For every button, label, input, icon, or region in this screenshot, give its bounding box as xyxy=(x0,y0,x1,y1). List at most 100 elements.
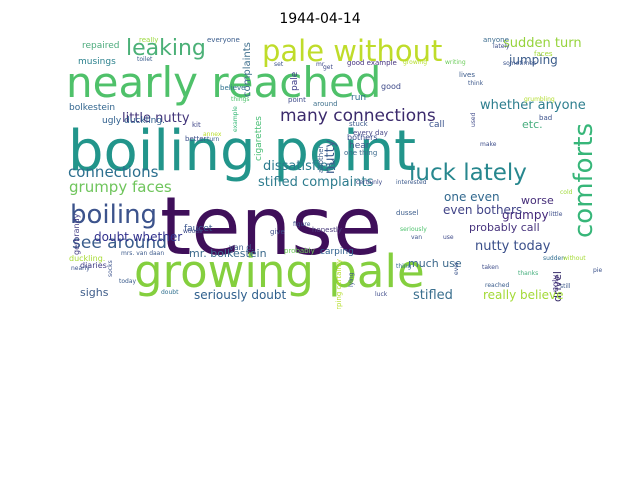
cloud-word: faucet xyxy=(184,224,213,234)
cloud-word: better xyxy=(185,135,207,143)
cloud-word: sudden xyxy=(543,255,566,262)
cloud-word: honestly xyxy=(312,226,342,234)
cloud-word: every day xyxy=(353,129,388,137)
cloud-word: growing pale xyxy=(134,245,425,298)
cloud-word: cold xyxy=(560,189,573,196)
cloud-word: seriously xyxy=(400,226,427,233)
cloud-word: believe xyxy=(220,84,246,92)
cloud-word: bolkestein xyxy=(69,103,116,113)
chart-title: 1944-04-14 xyxy=(279,11,361,27)
cloud-word: boiling point xyxy=(68,119,417,184)
word-cloud: tense boiling point nearly reached growing … xyxy=(66,37,611,309)
cloud-word: doubt whether xyxy=(94,230,183,244)
cloud-word: whether anyone xyxy=(480,98,586,113)
cloud-word: comforts xyxy=(569,122,599,238)
cloud-word: sighs xyxy=(80,286,109,299)
cloud-word: used xyxy=(470,112,477,128)
cloud-word: boiling xyxy=(70,200,158,230)
cloud-word: ugly duckling. xyxy=(102,116,165,126)
cloud-word: carping certainly xyxy=(335,259,343,309)
cloud-word: luck lately xyxy=(409,160,527,186)
cloud-word: leaking xyxy=(126,37,206,61)
cloud-word: mr. xyxy=(316,61,326,68)
cloud-word: probably xyxy=(284,247,315,255)
cloud-word: mrs. van daan xyxy=(121,250,165,257)
cloud-word: turn xyxy=(207,136,220,143)
cloud-word: jumping xyxy=(509,53,558,67)
cloud-word: thing xyxy=(396,263,412,270)
cloud-word: example xyxy=(232,106,239,133)
cloud-word: give xyxy=(270,228,285,236)
cloud-word: mr. bolkestein xyxy=(189,247,267,260)
cloud-word: woods xyxy=(183,228,203,235)
cloud-word: everyone xyxy=(207,37,240,44)
cloud-word: repaired xyxy=(82,41,120,51)
cloud-word: ever xyxy=(453,261,460,276)
cloud-word: luck xyxy=(375,291,388,298)
cloud-word: nearly xyxy=(71,265,90,272)
cloud-word: one even xyxy=(444,190,500,204)
cloud-word: certainly xyxy=(356,179,383,186)
cloud-word: figure xyxy=(293,221,311,228)
cloud-word: lives xyxy=(459,71,475,79)
cloud-word: set xyxy=(274,61,284,68)
cloud-word: reached xyxy=(485,282,510,289)
cloud-word: doubt xyxy=(161,289,179,296)
cloud-word: gerbrandy xyxy=(72,213,81,256)
cloud-word: good example xyxy=(347,59,397,67)
cloud-word: see around xyxy=(72,233,167,253)
cloud-word: worse xyxy=(521,194,554,207)
cloud-word: much use xyxy=(408,257,462,270)
cloud-word: tense xyxy=(160,180,383,273)
cloud-word: grumpy faces xyxy=(69,178,172,196)
cloud-word: think xyxy=(468,80,484,87)
cloud-word: grumpy xyxy=(502,208,549,222)
cloud-word: toilet xyxy=(137,56,153,63)
cloud-word: many connections xyxy=(280,106,436,126)
cloud-word: pie xyxy=(593,267,603,274)
cloud-word: call xyxy=(429,120,445,130)
cloud-word: diaries xyxy=(80,261,107,270)
cloud-word: taken xyxy=(482,264,499,271)
cloud-word: nearly reached xyxy=(66,58,382,107)
cloud-word: even bothers xyxy=(443,203,523,217)
cloud-word: get xyxy=(323,64,333,71)
cloud-word: really xyxy=(139,37,159,44)
cloud-word: dissatisfied xyxy=(263,159,337,174)
cloud-word: point xyxy=(288,96,306,104)
cloud-word: growing xyxy=(403,59,427,66)
cloud-word: etc. xyxy=(522,118,543,131)
cloud-word: cigarettes xyxy=(254,116,264,161)
cloud-word: connections xyxy=(68,163,159,181)
cloud-word: van xyxy=(411,234,423,241)
cloud-word: nutty xyxy=(323,139,338,174)
cloud-word: use xyxy=(443,234,454,241)
cloud-word: dussel xyxy=(396,209,419,217)
cloud-word: lately xyxy=(493,43,510,50)
cloud-word: writing xyxy=(445,59,466,66)
cloud-word: around xyxy=(313,100,338,108)
cloud-word: sometimes xyxy=(503,60,537,67)
cloud-word: make xyxy=(480,141,497,148)
cloud-word: duckling. xyxy=(69,254,106,263)
cloud-word: faces xyxy=(534,50,553,58)
cloud-word: another xyxy=(317,146,325,174)
cloud-word: seriously doubt xyxy=(194,288,287,302)
cloud-word: run xyxy=(351,93,367,103)
cloud-word: little nutty xyxy=(122,111,190,126)
cloud-word: today xyxy=(119,278,137,285)
cloud-word: van d. xyxy=(229,243,254,252)
cloud-word: stifled xyxy=(413,288,453,303)
cloud-word: little xyxy=(549,211,563,218)
cloud-word: really believe xyxy=(483,288,564,302)
cloud-word: carping xyxy=(320,247,354,257)
cloud-word: sudden turn xyxy=(503,37,582,51)
cloud-word: annex xyxy=(203,131,222,138)
cloud-word: socks xyxy=(107,260,114,277)
cloud-word: stifled complaints xyxy=(258,175,374,190)
cloud-word: without xyxy=(563,255,586,262)
cloud-word: ugly xyxy=(551,275,560,293)
cloud-word: one thing xyxy=(344,149,378,157)
cloud-word: bothers xyxy=(347,133,378,142)
